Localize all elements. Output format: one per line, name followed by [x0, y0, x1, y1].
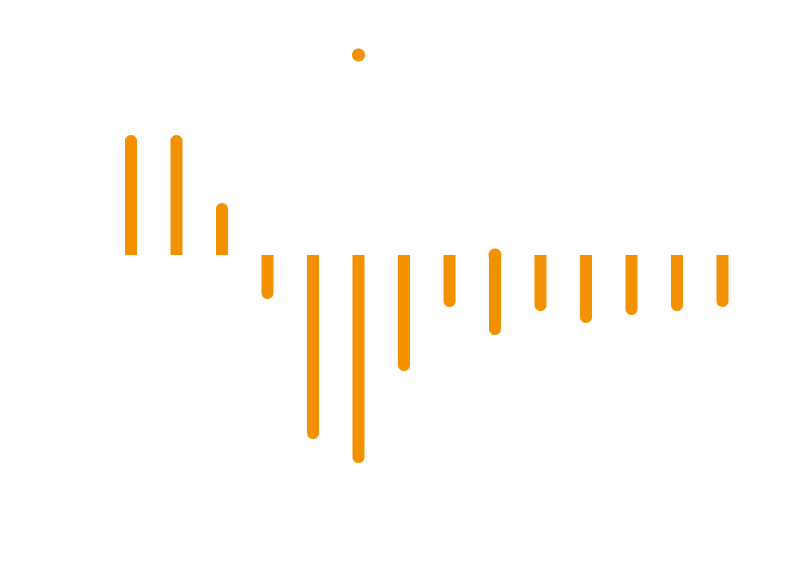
- bar-10: [534, 255, 547, 311]
- bar-3: [216, 203, 228, 255]
- data-point-1: [352, 48, 365, 62]
- bar-12: [625, 255, 638, 315]
- bar-4: [261, 255, 274, 299]
- bar-11: [580, 255, 592, 323]
- bar-8: [443, 255, 456, 307]
- bar-14: [716, 255, 729, 307]
- bar-7: [398, 255, 410, 371]
- bar-2: [170, 135, 183, 255]
- bar-6: [352, 255, 365, 464]
- data-point-2: [488, 248, 502, 262]
- bar-13: [671, 255, 683, 311]
- bar-9: [489, 255, 501, 335]
- bar-5: [307, 255, 319, 439]
- bar-1: [125, 135, 137, 255]
